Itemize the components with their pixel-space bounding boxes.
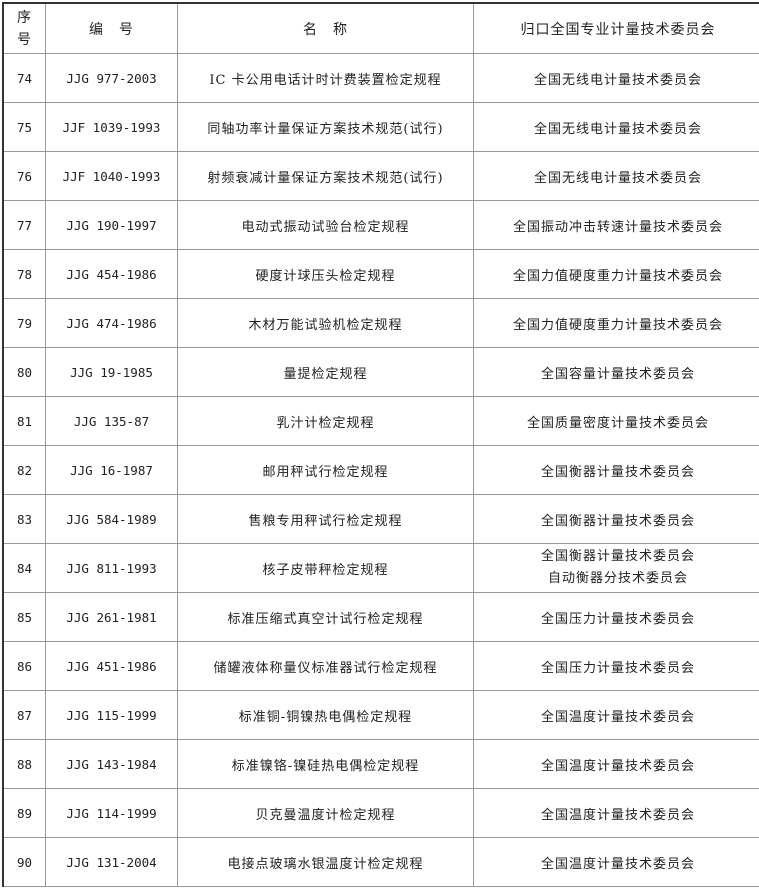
cell-seq: 79 bbox=[2, 298, 46, 348]
table-row: 85 JJG 261-1981 标准压缩式真空计试行检定规程 全国压力计量技术委员会 bbox=[2, 592, 759, 642]
cell-name: 售粮专用秤试行检定规程 bbox=[177, 494, 474, 544]
table-row: 82 JJG 16-1987 邮用秤试行检定规程 全国衡器计量技术委员会 bbox=[2, 445, 759, 495]
header-seq-label: 序 号 bbox=[17, 9, 32, 48]
cell-committee: 全国力值硬度重力计量技术委员会 bbox=[473, 249, 759, 299]
cell-code: JJG 16-1987 bbox=[45, 445, 178, 495]
cell-seq: 75 bbox=[2, 102, 46, 152]
cell-name: 标准压缩式真空计试行检定规程 bbox=[177, 592, 474, 642]
cell-seq: 83 bbox=[2, 494, 46, 544]
cell-code: JJG 454-1986 bbox=[45, 249, 178, 299]
cell-committee: 全国无线电计量技术委员会 bbox=[473, 53, 759, 103]
cell-name: 射频衰减计量保证方案技术规范(试行) bbox=[177, 151, 474, 201]
cell-seq: 84 bbox=[2, 543, 46, 593]
table-row: 84 JJG 811-1993 核子皮带秤检定规程 全国衡器计量技术委员会 自动衡器分技… bbox=[2, 543, 759, 593]
cell-committee: 全国无线电计量技术委员会 bbox=[473, 102, 759, 152]
table-row: 80 JJG 19-1985 量提检定规程 全国容量计量技术委员会 bbox=[2, 347, 759, 397]
table-row: 87 JJG 115-1999 标准铜-铜镍热电偶检定规程 全国温度计量技术委员会 bbox=[2, 690, 759, 740]
cell-name: 电动式振动试验台检定规程 bbox=[177, 200, 474, 250]
cell-name: 贝克曼温度计检定规程 bbox=[177, 788, 474, 838]
header-committee: 归口全国专业计量技术委员会 bbox=[473, 2, 759, 54]
cell-seq: 90 bbox=[2, 837, 46, 887]
header-code: 编 号 bbox=[45, 2, 178, 54]
table-row: 86 JJG 451-1986 储罐液体称量仪标准器试行检定规程 全国压力计量技术委员… bbox=[2, 641, 759, 691]
cell-name: 邮用秤试行检定规程 bbox=[177, 445, 474, 495]
cell-committee: 全国温度计量技术委员会 bbox=[473, 837, 759, 887]
cell-seq: 78 bbox=[2, 249, 46, 299]
cell-seq: 76 bbox=[2, 151, 46, 201]
cell-code: JJG 584-1989 bbox=[45, 494, 178, 544]
cell-seq: 74 bbox=[2, 53, 46, 103]
cell-committee: 全国压力计量技术委员会 bbox=[473, 592, 759, 642]
cell-committee: 全国无线电计量技术委员会 bbox=[473, 151, 759, 201]
cell-name: 核子皮带秤检定规程 bbox=[177, 543, 474, 593]
cell-seq: 86 bbox=[2, 641, 46, 691]
cell-committee: 全国衡器计量技术委员会 bbox=[473, 445, 759, 495]
cell-code: JJG 190-1997 bbox=[45, 200, 178, 250]
cell-committee: 全国质量密度计量技术委员会 bbox=[473, 396, 759, 446]
cell-name: 电接点玻璃水银温度计检定规程 bbox=[177, 837, 474, 887]
cell-code: JJG 115-1999 bbox=[45, 690, 178, 740]
cell-committee: 全国温度计量技术委员会 bbox=[473, 690, 759, 740]
cell-seq: 85 bbox=[2, 592, 46, 642]
table-row: 78 JJG 454-1986 硬度计球压头检定规程 全国力值硬度重力计量技术委员会 bbox=[2, 249, 759, 299]
cell-committee: 全国压力计量技术委员会 bbox=[473, 641, 759, 691]
header-row: 序 号 编 号 名 称 归口全国专业计量技术委员会 bbox=[2, 2, 759, 54]
cell-seq: 89 bbox=[2, 788, 46, 838]
cell-committee: 全国力值硬度重力计量技术委员会 bbox=[473, 298, 759, 348]
header-seq: 序 号 bbox=[2, 2, 46, 54]
table-row: 81 JJG 135-87 乳汁计检定规程 全国质量密度计量技术委员会 bbox=[2, 396, 759, 446]
cell-name: 标准铜-铜镍热电偶检定规程 bbox=[177, 690, 474, 740]
cell-code: JJG 131-2004 bbox=[45, 837, 178, 887]
cell-code: JJF 1040-1993 bbox=[45, 151, 178, 201]
cell-code: JJG 977-2003 bbox=[45, 53, 178, 103]
cell-seq: 82 bbox=[2, 445, 46, 495]
header-name: 名 称 bbox=[177, 2, 474, 54]
cell-name: 储罐液体称量仪标准器试行检定规程 bbox=[177, 641, 474, 691]
cell-code: JJF 1039-1993 bbox=[45, 102, 178, 152]
table-row: 75 JJF 1039-1993 同轴功率计量保证方案技术规范(试行) 全国无线电计量… bbox=[2, 102, 759, 152]
table-row: 89 JJG 114-1999 贝克曼温度计检定规程 全国温度计量技术委员会 bbox=[2, 788, 759, 838]
cell-committee: 全国容量计量技术委员会 bbox=[473, 347, 759, 397]
committee-line: 全国衡器计量技术委员会 bbox=[540, 549, 695, 564]
table-row: 76 JJF 1040-1993 射频衰减计量保证方案技术规范(试行) 全国无线电计量… bbox=[2, 151, 759, 201]
cell-seq: 77 bbox=[2, 200, 46, 250]
cell-code: JJG 135-87 bbox=[45, 396, 178, 446]
cell-code: JJG 261-1981 bbox=[45, 592, 178, 642]
cell-name: 乳汁计检定规程 bbox=[177, 396, 474, 446]
cell-code: JJG 811-1993 bbox=[45, 543, 178, 593]
cell-committee: 全国衡器计量技术委员会 自动衡器分技术委员会 bbox=[473, 543, 759, 593]
committee-line-2: 自动衡器分技术委员会 bbox=[547, 571, 688, 586]
cell-code: JJG 19-1985 bbox=[45, 347, 178, 397]
cell-code: JJG 114-1999 bbox=[45, 788, 178, 838]
cell-seq: 88 bbox=[2, 739, 46, 789]
table-row: 90 JJG 131-2004 电接点玻璃水银温度计检定规程 全国温度计量技术委员会 bbox=[2, 837, 759, 887]
cell-seq: 81 bbox=[2, 396, 46, 446]
cell-name: 标准镍铬-镍硅热电偶检定规程 bbox=[177, 739, 474, 789]
table-row: 74 JJG 977-2003 IC 卡公用电话计时计费装置检定规程 全国无线电计量技… bbox=[2, 53, 759, 103]
cell-committee: 全国温度计量技术委员会 bbox=[473, 739, 759, 789]
cell-name: 木材万能试验机检定规程 bbox=[177, 298, 474, 348]
table-row: 83 JJG 584-1989 售粮专用秤试行检定规程 全国衡器计量技术委员会 bbox=[2, 494, 759, 544]
cell-name: 硬度计球压头检定规程 bbox=[177, 249, 474, 299]
cell-name: IC 卡公用电话计时计费装置检定规程 bbox=[177, 53, 474, 103]
cell-seq: 87 bbox=[2, 690, 46, 740]
cell-seq: 80 bbox=[2, 347, 46, 397]
table-row: 77 JJG 190-1997 电动式振动试验台检定规程 全国振动冲击转速计量技术委员… bbox=[2, 200, 759, 250]
cell-code: JJG 143-1984 bbox=[45, 739, 178, 789]
cell-code: JJG 451-1986 bbox=[45, 641, 178, 691]
cell-name: 量提检定规程 bbox=[177, 347, 474, 397]
table-row: 88 JJG 143-1984 标准镍铬-镍硅热电偶检定规程 全国温度计量技术委员会 bbox=[2, 739, 759, 789]
cell-code: JJG 474-1986 bbox=[45, 298, 178, 348]
table-row: 79 JJG 474-1986 木材万能试验机检定规程 全国力值硬度重力计量技术委员会 bbox=[2, 298, 759, 348]
cell-committee: 全国温度计量技术委员会 bbox=[473, 788, 759, 838]
cell-committee: 全国振动冲击转速计量技术委员会 bbox=[473, 200, 759, 250]
cell-committee: 全国衡器计量技术委员会 bbox=[473, 494, 759, 544]
cell-name: 同轴功率计量保证方案技术规范(试行) bbox=[177, 102, 474, 152]
